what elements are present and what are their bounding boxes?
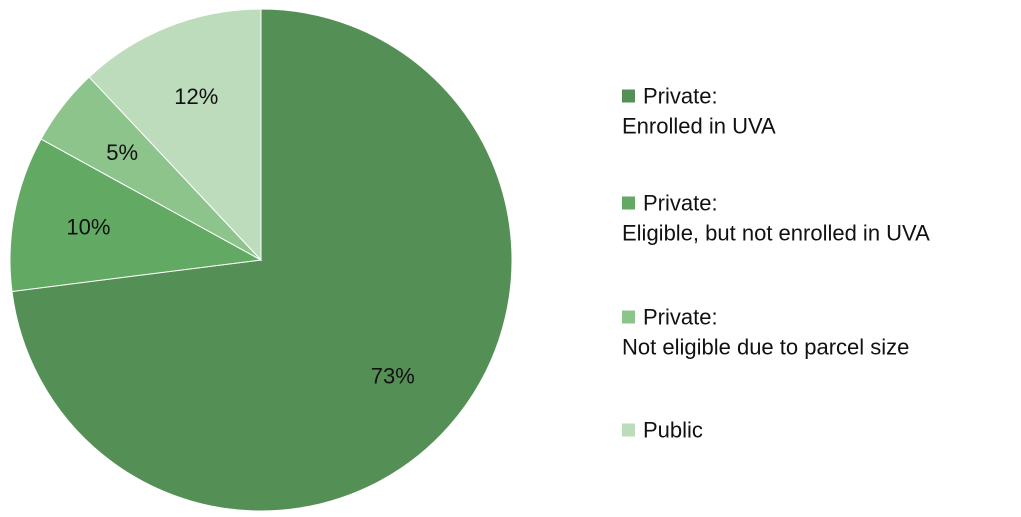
pie-slice-1 [9, 138, 263, 293]
legend-swatch-2 [622, 310, 635, 324]
pie-data-label-2: 5% [106, 140, 138, 165]
legend-label-0-line-1: Enrolled in UVA [622, 114, 776, 139]
legend: Private: Enrolled in UVA Private: Eligible,… [622, 84, 930, 443]
legend-item-0: Private: Enrolled in UVA [622, 84, 776, 139]
pie-data-label-3: 12% [174, 84, 218, 109]
legend-item-2: Private: Not eligible due to parcel size [622, 305, 909, 360]
legend-swatch-1 [622, 196, 635, 210]
legend-label-2-line-0: Private: [643, 305, 718, 330]
pie-data-label-0: 73% [371, 364, 415, 389]
pie-slice-3 [88, 8, 262, 262]
pie-slices [9, 8, 513, 512]
legend-label-2-line-1: Not eligible due to parcel size [622, 335, 909, 360]
legend-label-3-line-0: Public [643, 418, 703, 443]
legend-item-1: Private: Eligible, but not enrolled in UV… [622, 191, 930, 246]
legend-label-1-line-1: Eligible, but not enrolled in UVA [622, 221, 930, 246]
legend-swatch-3 [622, 423, 635, 437]
pie-data-labels: 73% 10% 5% 12% [66, 84, 414, 389]
legend-label-0-line-0: Private: [643, 84, 718, 109]
legend-swatch-0 [622, 89, 635, 103]
pie-data-label-1: 10% [66, 215, 110, 240]
legend-label-1-line-0: Private: [643, 191, 718, 216]
legend-item-3: Public [622, 418, 703, 443]
